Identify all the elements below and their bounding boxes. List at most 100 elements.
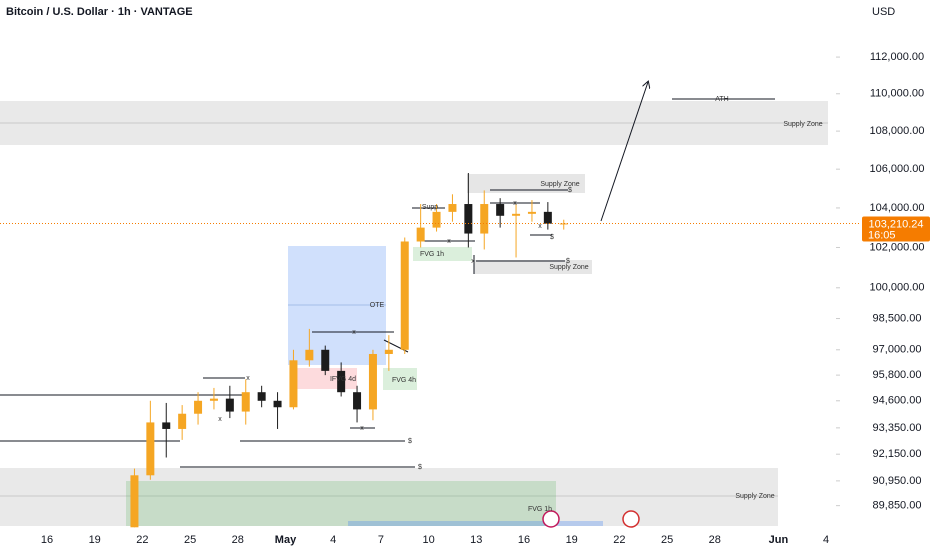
supply-zone	[474, 260, 592, 274]
annotation: x	[218, 416, 222, 423]
x-tick-label: 13	[470, 534, 482, 546]
candle-body	[257, 392, 266, 401]
candle-body	[178, 413, 187, 429]
candle-body	[464, 204, 473, 234]
x-tick-label: 22	[613, 534, 625, 546]
y-tick-label: 98,500.00	[873, 312, 922, 324]
x-tick-label: 4	[823, 534, 829, 546]
candle-body	[146, 422, 155, 476]
countdown: 16:05	[868, 229, 896, 241]
annotation: $	[566, 258, 570, 265]
annotation: Supply Zone	[735, 493, 774, 500]
candle-body	[543, 211, 552, 224]
annotation: x	[360, 425, 364, 432]
candle-body	[384, 349, 393, 354]
y-tick-label: 92,150.00	[873, 448, 922, 460]
y-tick-label: 110,000.00	[870, 88, 924, 100]
x-tick-label: May	[275, 534, 297, 546]
annotation: $	[550, 234, 554, 241]
x-tick-label: 28	[232, 534, 244, 546]
candle-body	[289, 360, 298, 408]
annotation: x	[513, 200, 517, 207]
x-tick-label: 7	[378, 534, 384, 546]
y-tick-label: 90,950.00	[873, 475, 922, 487]
y-tick-label: 108,000.00	[869, 125, 924, 137]
annotation: OTE	[370, 302, 385, 309]
annotation: Supply Zone	[783, 121, 822, 128]
fvg-zone	[126, 481, 556, 526]
candle-body	[400, 241, 409, 350]
candle-body	[496, 204, 505, 216]
fvg-zone	[413, 247, 472, 261]
x-tick-label: Jun	[769, 534, 789, 546]
y-tick-label: 100,000.00	[869, 282, 924, 294]
y-tick-label: 112,000.00	[870, 51, 924, 63]
candles	[130, 173, 568, 528]
candle-body	[162, 422, 171, 429]
last-price-label: 103,210.24	[868, 218, 923, 230]
candle-body	[194, 400, 203, 414]
x-tick-label: 28	[709, 534, 721, 546]
annotation: ATH	[715, 96, 728, 103]
ote-zone	[288, 246, 386, 365]
x-tick-label: 4	[330, 534, 336, 546]
annotation: x	[538, 223, 542, 230]
candle-body	[512, 213, 521, 216]
event-icon[interactable]	[622, 510, 640, 528]
candle-body	[241, 392, 250, 412]
supply-zone	[0, 468, 778, 526]
annotation: x	[447, 238, 451, 245]
axis-label: USD	[872, 6, 895, 18]
candle-body	[432, 211, 441, 228]
annotation: x	[246, 375, 250, 382]
event-icon[interactable]	[542, 510, 560, 528]
y-tick-label: 104,000.00	[869, 202, 924, 214]
x-tick-label: 16	[518, 534, 530, 546]
zone	[348, 521, 603, 526]
price-badge	[862, 216, 930, 242]
y-tick-label: 94,600.00	[873, 395, 922, 407]
y-tick-label: 93,350.00	[873, 422, 922, 434]
candle-body	[353, 392, 362, 410]
annotation: FVG 4h	[392, 377, 416, 384]
annotation: FVG 1h	[420, 251, 444, 258]
x-tick-label: 19	[89, 534, 101, 546]
candle-body	[321, 349, 330, 371]
y-tick-label: 89,850.00	[873, 500, 922, 512]
x-tick-label: 22	[136, 534, 148, 546]
annotation: $	[418, 464, 422, 471]
x-tick-label: 19	[566, 534, 578, 546]
supply-zone	[467, 174, 585, 193]
annotation: Supply Zone	[549, 264, 588, 271]
x-tick-label: 16	[41, 534, 53, 546]
candle-body	[305, 349, 314, 361]
candle-body	[368, 353, 377, 410]
candle-body	[130, 475, 139, 528]
candle-body	[273, 400, 282, 408]
candle-body	[448, 204, 457, 212]
annotation: Supp	[422, 204, 438, 211]
candle-body	[225, 398, 234, 412]
fvg-zone	[383, 368, 417, 390]
annotation: Supply Zone	[540, 181, 579, 188]
y-tick-label: 106,000.00	[869, 163, 924, 175]
annotation: x	[471, 258, 475, 265]
y-tick-label: 95,800.00	[873, 369, 922, 381]
y-tick-label: 102,000.00	[869, 241, 924, 253]
candle-body	[337, 370, 346, 393]
candle-body	[480, 204, 489, 234]
annotation: FVG 1h	[528, 506, 552, 513]
annotation: $	[408, 438, 412, 445]
candle-body	[527, 211, 536, 214]
annotation: IFVG 4d	[330, 376, 356, 383]
y-tick-label: 97,000.00	[873, 344, 922, 356]
drawings	[0, 82, 828, 528]
x-tick-label: 10	[422, 534, 434, 546]
annotation: x	[352, 329, 356, 336]
chart-title: Bitcoin / U.S. Dollar · 1h · VANTAGE	[6, 6, 193, 18]
candle-body	[209, 398, 218, 401]
x-tick-label: 25	[661, 534, 673, 546]
candle-body	[416, 227, 425, 242]
annotation: $	[568, 187, 572, 194]
